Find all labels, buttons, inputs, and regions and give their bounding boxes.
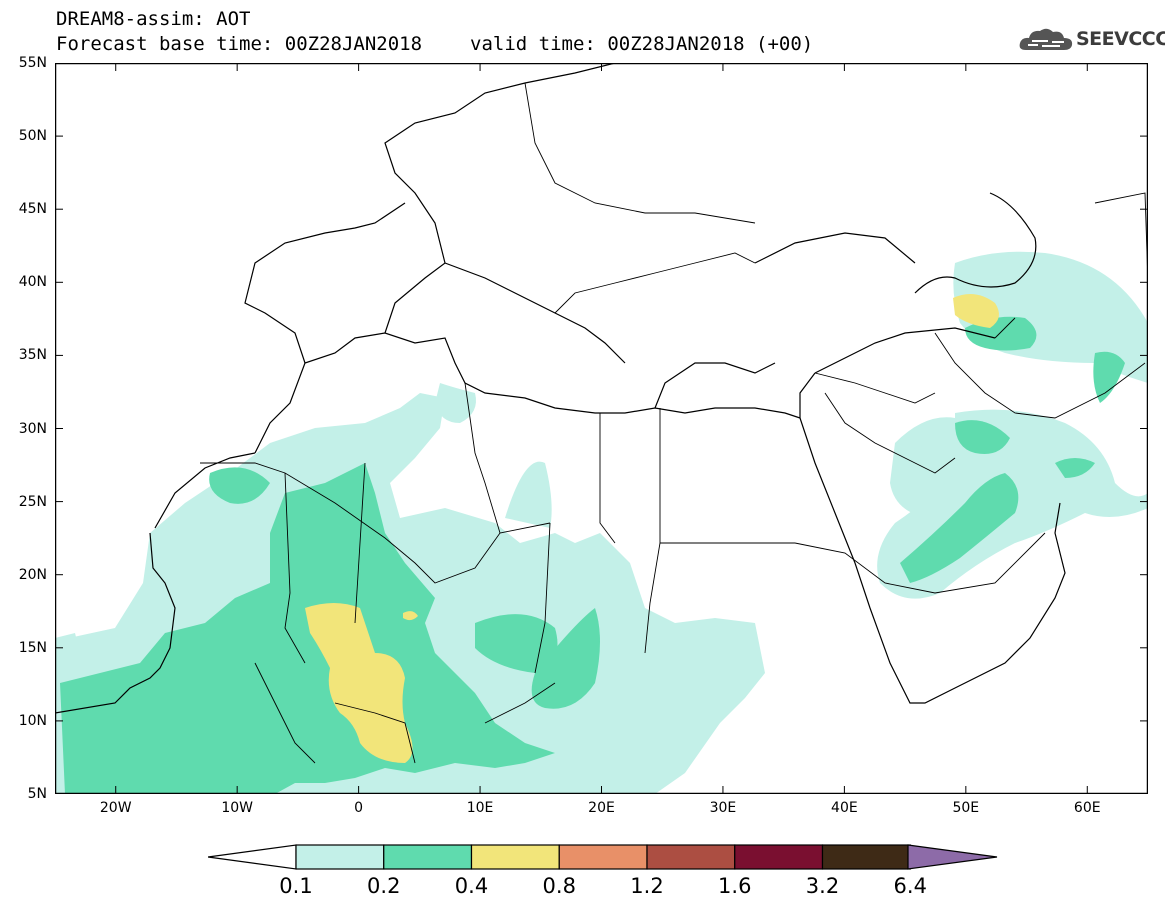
lat-label-30n: 30N xyxy=(18,420,47,437)
colorbar-cell-0.2 xyxy=(383,844,473,870)
country-borders xyxy=(200,82,1149,764)
colorbar-cell-1.6 xyxy=(734,844,824,870)
forecast-times: Forecast base time: 00Z28JAN2018 valid ti… xyxy=(56,34,813,55)
colorbar-cell-1.2 xyxy=(646,844,736,870)
lon-label-10e: 10E xyxy=(466,800,494,816)
aot-map xyxy=(54,62,1149,795)
map-title: DREAM8-assim: AOT xyxy=(56,8,251,30)
colorbar-label-0.8: 0.8 xyxy=(542,874,576,898)
colorbar-upper-arrow xyxy=(907,844,998,870)
lat-label-55n: 55N xyxy=(18,55,47,71)
lon-label-10w: 10W xyxy=(221,800,253,816)
cloud-icon xyxy=(1019,28,1073,50)
logo-text: SEEVCCC xyxy=(1076,28,1165,50)
colorbar-label-1.6: 1.6 xyxy=(718,874,752,898)
colorbar-label-6.4: 6.4 xyxy=(893,874,927,898)
colorbar-label-0.2: 0.2 xyxy=(367,874,401,898)
base-time: Forecast base time: 00Z28JAN2018 xyxy=(56,33,423,55)
valid-time: valid time: 00Z28JAN2018 (+00) xyxy=(470,33,814,55)
map-border xyxy=(54,62,1149,795)
colorbar-cell-0.8 xyxy=(558,844,648,870)
colorbar-label-3.2: 3.2 xyxy=(805,874,840,898)
lat-label-10n: 10N xyxy=(18,712,47,729)
lon-label-20e: 20E xyxy=(588,800,615,816)
lat-label-50n: 50N xyxy=(18,128,47,145)
colorbar-graphic xyxy=(207,844,998,870)
lat-label-5n: 5N xyxy=(27,786,47,802)
aot-level-0.2 xyxy=(60,316,1125,794)
lat-label-40n: 40N xyxy=(18,274,47,291)
colorbar-cell-0.1 xyxy=(295,844,385,870)
lat-label-20n: 20N xyxy=(18,566,47,583)
lon-label-50e: 50E xyxy=(952,800,980,816)
colorbar-lower-arrow xyxy=(207,844,297,870)
colorbar-label-0.4: 0.4 xyxy=(454,874,489,898)
lat-label-45n: 45N xyxy=(18,201,47,218)
lat-label-25n: 25N xyxy=(18,493,47,510)
colorbar-cell-0.4 xyxy=(470,844,560,870)
lon-label-0: 0 xyxy=(354,800,364,816)
aot-level-0.4 xyxy=(305,294,999,763)
lon-label-30e: 30E xyxy=(709,800,737,816)
lon-label-20w: 20W xyxy=(99,800,132,816)
seevccc-logo: SEEVCCC xyxy=(1018,26,1165,56)
lat-label-15n: 15N xyxy=(18,639,47,656)
colorbar xyxy=(207,842,998,872)
coastlines xyxy=(54,62,1066,714)
lon-label-60e: 60E xyxy=(1073,800,1101,816)
colorbar-label-1.2: 1.2 xyxy=(630,874,664,898)
map-area xyxy=(54,62,1149,795)
colorbar-label-0.1: 0.1 xyxy=(279,874,313,898)
lat-label-35n: 35N xyxy=(18,347,47,364)
colorbar-cell-3.2 xyxy=(821,844,911,870)
lon-label-40e: 40E xyxy=(831,800,858,816)
